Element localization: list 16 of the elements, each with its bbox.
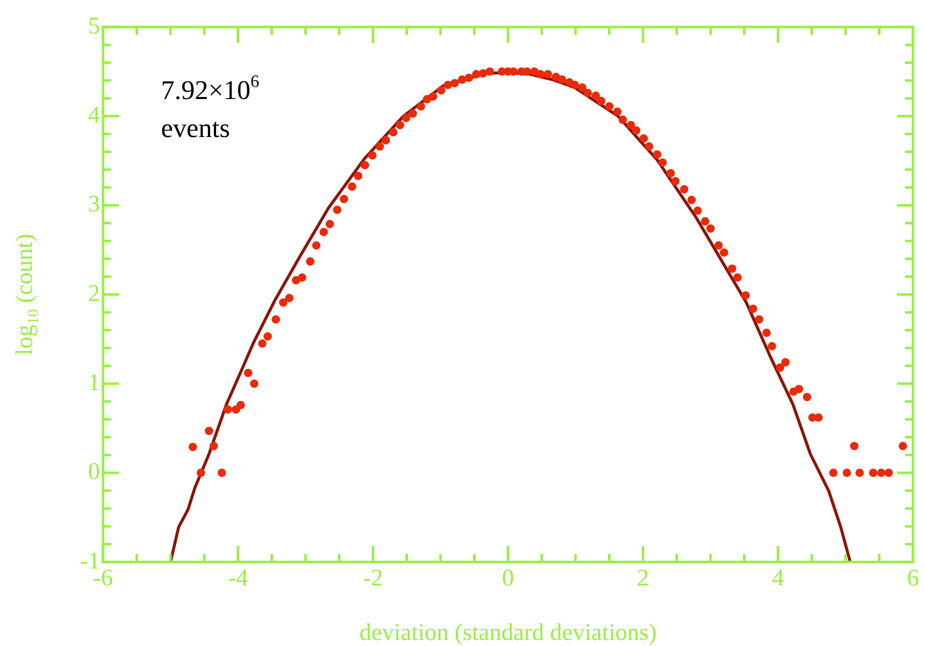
x-tick-label: 6	[907, 566, 919, 592]
x-axis-title: deviation (standard deviations)	[359, 620, 657, 646]
y-tick-label: -1	[80, 548, 100, 574]
y-tick-label: 0	[88, 459, 100, 486]
y-tick-label: 2	[88, 280, 100, 307]
x-tick-label: 4	[772, 566, 784, 592]
y-tick-label: 4	[88, 102, 100, 128]
y-tick-label: 5	[88, 13, 100, 40]
y-axis-title: log10 (count)	[12, 234, 42, 356]
annotation: events	[161, 113, 230, 143]
y-tick-label: 1	[88, 370, 100, 396]
x-tick-label: -2	[363, 566, 383, 592]
x-tick-label: 2	[637, 566, 649, 592]
y-tick-label: 3	[88, 192, 100, 218]
x-tick-label: 0	[502, 566, 514, 592]
x-tick-label: -4	[228, 566, 248, 592]
